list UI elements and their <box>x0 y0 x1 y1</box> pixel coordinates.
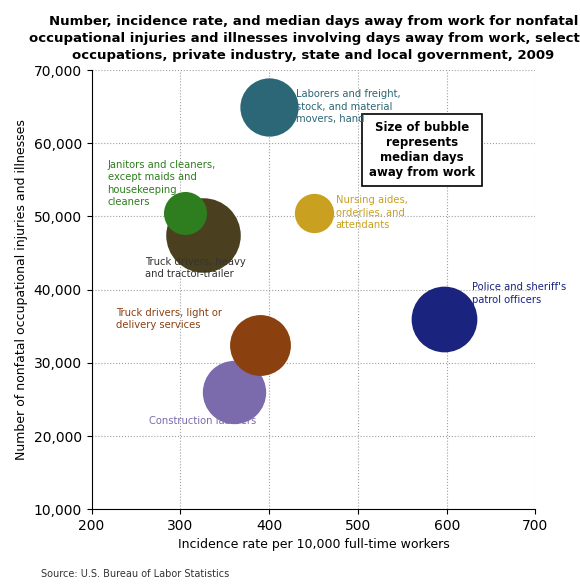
Text: Nursing aides,
orderlies, and
attendants: Nursing aides, orderlies, and attendants <box>336 196 408 230</box>
Text: Source: U.S. Bureau of Labor Statistics: Source: U.S. Bureau of Labor Statistics <box>41 569 229 579</box>
Text: Truck drivers, light or
delivery services: Truck drivers, light or delivery service… <box>117 308 222 330</box>
Point <box>264 102 274 112</box>
Point <box>229 387 238 397</box>
Title: Number, incidence rate, and median days away from work for nonfatal
occupational: Number, incidence rate, and median days … <box>29 15 580 62</box>
Text: Laborers and freight,
stock, and material
movers, hand: Laborers and freight, stock, and materia… <box>296 89 400 124</box>
Point <box>198 230 207 239</box>
X-axis label: Incidence rate per 10,000 full-time workers: Incidence rate per 10,000 full-time work… <box>177 538 450 551</box>
Text: Truck drivers, heavy
and tractor-trailer: Truck drivers, heavy and tractor-trailer <box>145 256 245 279</box>
Point <box>256 340 265 349</box>
Y-axis label: Number of nonfatal occupational injuries and illnesses: Number of nonfatal occupational injuries… <box>15 119 28 460</box>
Text: Size of bubble
represents
median days
away from work: Size of bubble represents median days aw… <box>369 121 476 179</box>
Text: Construction laborers: Construction laborers <box>149 416 256 426</box>
Text: Police and sheriff's
patrol officers: Police and sheriff's patrol officers <box>472 282 566 304</box>
Point <box>440 314 449 324</box>
Point <box>309 208 318 217</box>
Text: Janitors and cleaners,
except maids and
housekeeping
cleaners: Janitors and cleaners, except maids and … <box>107 160 216 207</box>
Point <box>180 208 190 217</box>
